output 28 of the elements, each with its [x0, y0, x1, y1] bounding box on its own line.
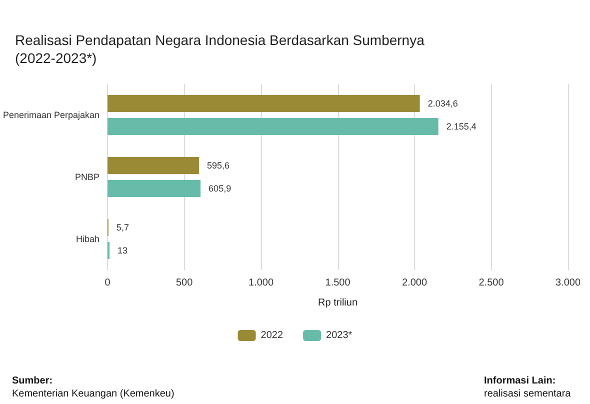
- data-label: 2.034,6: [428, 98, 458, 109]
- x-tick-label: 2.000: [402, 278, 428, 288]
- x-tick-label: 3.000: [555, 278, 581, 288]
- y-tick-label: Penerimaan Perpajakan: [3, 110, 100, 120]
- x-tick-label: 0: [104, 278, 111, 288]
- legend-label: 2023*: [326, 330, 352, 341]
- bar: [108, 118, 438, 135]
- y-tick-label: PNBP: [75, 172, 100, 182]
- legend-label: 2022: [260, 330, 284, 341]
- bar: [108, 95, 420, 112]
- text: Kementerian Keuangan (Kemenkeu): [12, 388, 174, 400]
- bar: [108, 180, 201, 197]
- bar: [108, 157, 199, 174]
- data-label: 595,6: [206, 160, 230, 171]
- x-tick-label: 2.500: [478, 278, 504, 288]
- y-tick-label: Hibah: [76, 234, 100, 244]
- x-tick-label: 1.000: [248, 278, 274, 288]
- data-label: 13: [118, 245, 128, 256]
- data-label: 2.155,4: [446, 121, 476, 132]
- x-axis-title: Rp triliun: [318, 298, 358, 308]
- x-tick-label: 500: [176, 278, 194, 288]
- text: Sumber:: [12, 376, 53, 386]
- data-label: 5,7: [116, 222, 129, 233]
- text: Informasi Lain:: [484, 376, 556, 386]
- x-tick-label: 1.500: [325, 278, 351, 288]
- text: realisasi sementara: [484, 388, 572, 400]
- chart-title: Realisasi Pendapatan Negara Indonesia Berdasarkan Sumbernya (2022-2023*): [15, 32, 428, 66]
- data-label: 605,9: [208, 183, 232, 194]
